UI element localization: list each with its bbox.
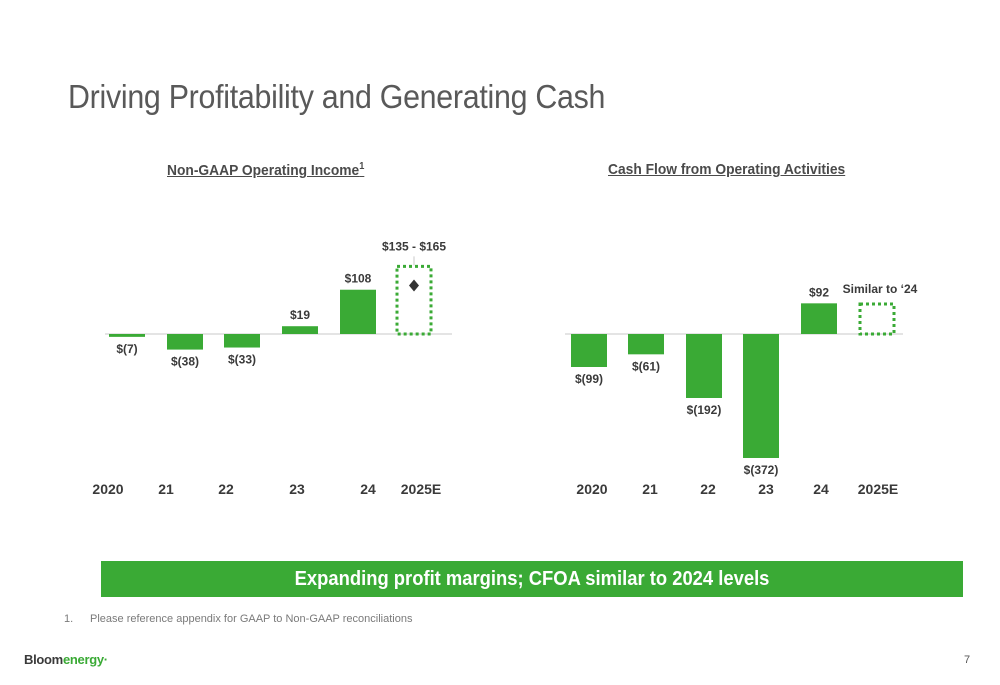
chart1-bar-21 (167, 334, 203, 350)
chart1-title-text: Non-GAAP Operating Income (167, 162, 360, 179)
chart2-data-label-22: $(192) (687, 403, 722, 417)
chart1-bar-23 (282, 326, 318, 334)
footnote: 1. Please reference appendix for GAAP to … (64, 613, 412, 625)
chart1-bar-22 (224, 334, 260, 348)
chart2-category-label-2025E: 2025E (858, 481, 898, 497)
chart1-category-label-21: 21 (158, 481, 174, 497)
page-title: Driving Profitability and Generating Cas… (68, 78, 606, 115)
chart2-bar-2020 (571, 334, 607, 367)
chart2-estimate-box (858, 302, 896, 336)
footnote-number: 1. (64, 613, 74, 625)
chart1-title-footnote-ref: 1 (359, 161, 365, 172)
chart2-category-label-21: 21 (642, 481, 658, 497)
chart1-category-label-22: 22 (218, 481, 234, 497)
logo-text-energy: energy (62, 652, 104, 667)
summary-banner-text: Expanding profit margins; CFOA similar t… (294, 567, 770, 590)
chart2-bar-24 (801, 303, 837, 334)
chart2-data-label-2025E: Similar to ‘24 (843, 282, 918, 296)
chart2-category-label-2020: 2020 (576, 481, 607, 497)
chart1-estimate-range-box (395, 264, 433, 336)
chart1-category-label-2025E: 2025E (401, 481, 441, 497)
chart1-data-label-21: $(38) (171, 355, 199, 369)
chart1-title: Non-GAAP Operating Income1 (167, 161, 364, 179)
chart2-bar-21 (628, 334, 664, 355)
logo-text-bloom: Bloom (24, 652, 63, 667)
chart2-category-label-23: 23 (758, 481, 774, 497)
chart1-bar-24 (340, 289, 376, 334)
chart1-category-label-24: 24 (360, 481, 376, 497)
chart2-category-label-22: 22 (700, 481, 716, 497)
chart1-data-label-23: $19 (290, 308, 310, 322)
chart1-bar-2020 (109, 334, 145, 337)
chart2-data-label-21: $(61) (632, 359, 660, 373)
chart2-bar-23 (743, 334, 779, 458)
chart1-data-label-22: $(33) (228, 353, 256, 367)
chart2-data-label-23: $(372) (744, 463, 779, 477)
footnote-text: Please reference appendix for GAAP to No… (90, 613, 413, 625)
chart1-estimate-marker (409, 279, 419, 292)
summary-banner: Expanding profit margins; CFOA similar t… (101, 561, 963, 597)
bloom-energy-logo: Bloomenergy· (24, 652, 108, 667)
logo-mark: · (103, 652, 108, 667)
page-number: 7 (964, 654, 971, 666)
chart2-bar-22 (686, 334, 722, 398)
chart1-category-label-2020: 2020 (92, 481, 123, 497)
chart1-data-label-2025E: $135 - $165 (382, 239, 446, 253)
chart1-data-label-24: $108 (345, 272, 372, 286)
chart2-data-label-24: $92 (809, 285, 829, 299)
chart2-title: Cash Flow from Operating Activities (608, 161, 846, 178)
chart2-data-label-2020: $(99) (575, 372, 603, 386)
chart1-category-label-23: 23 (289, 481, 305, 497)
chart1-data-label-2020: $(7) (116, 342, 137, 356)
chart2-category-label-24: 24 (813, 481, 829, 497)
